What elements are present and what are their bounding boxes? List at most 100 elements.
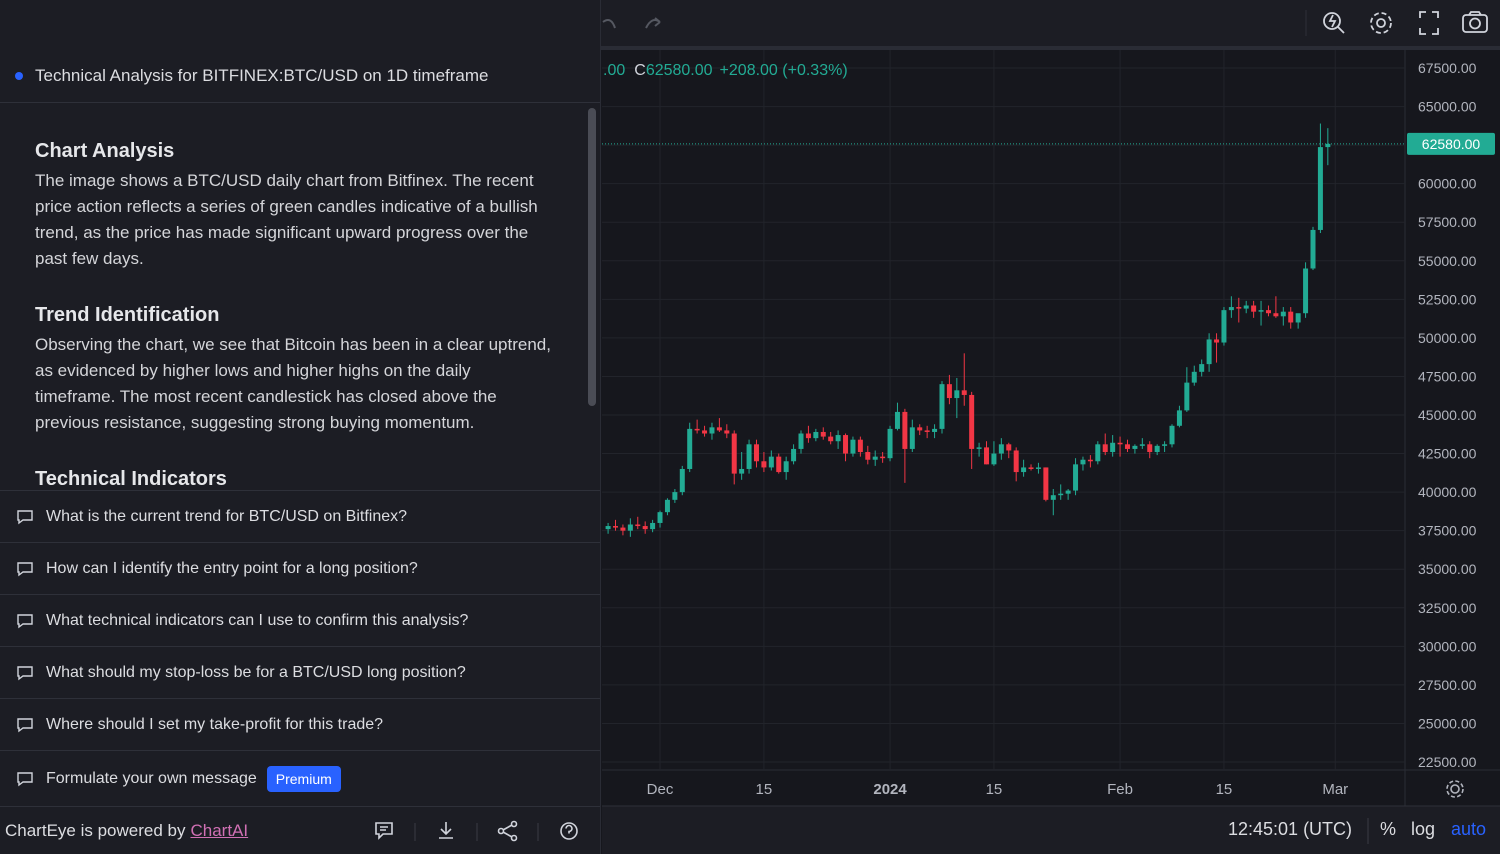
section: Trend Identification Observing the chart,… — [35, 302, 555, 436]
candle-body — [1102, 444, 1108, 453]
candle-body — [924, 430, 930, 432]
percent-toggle[interactable]: % — [1380, 819, 1397, 839]
candle-body — [1110, 442, 1116, 453]
analysis: Chart Analysis The image shows a BTC/USD … — [0, 104, 600, 490]
candle-body — [709, 427, 715, 434]
candle-body — [954, 390, 960, 399]
candle-body — [724, 430, 730, 434]
candle-body — [1095, 444, 1101, 462]
suggestion-text: What is the current trend for BTC/USD on… — [46, 507, 408, 525]
scrollbar[interactable] — [588, 108, 596, 406]
candle-body — [1132, 445, 1138, 449]
candle-body — [1006, 444, 1012, 451]
candle-body — [798, 433, 804, 449]
chart-bg — [600, 0, 1500, 854]
undo-redo[interactable] — [602, 17, 661, 29]
candle-body — [1214, 339, 1220, 343]
legend-close-value: 62580.00 — [645, 62, 713, 79]
header-text: Technical Analysis for BITFINEX:BTC/USD … — [35, 66, 489, 85]
plot: 22500.00 25000.00 27500.00 30000.00 32500.00… — [602, 50, 1495, 798]
legend-change: +208.00 (+0.33%) — [719, 62, 848, 79]
x-tick-label: 15 — [1216, 781, 1233, 798]
candle-body — [887, 428, 893, 459]
premium-badge[interactable]: Premium — [266, 765, 341, 792]
log-toggle[interactable]: log — [1411, 819, 1436, 839]
footer-link[interactable]: ChartAI — [190, 820, 249, 840]
y-tick-label: 37500.00 — [1418, 523, 1477, 539]
chat-icon — [17, 509, 33, 524]
candle-body — [1288, 311, 1294, 323]
candle-body — [946, 384, 952, 399]
candle-body — [716, 427, 722, 431]
candle-body — [1065, 490, 1071, 494]
candle-body — [1162, 444, 1168, 446]
toolbar-icons[interactable] — [1323, 11, 1488, 35]
suggestion[interactable]: How can I identify the entry point for a… — [0, 542, 600, 594]
candle-body — [1191, 371, 1197, 383]
candle-body — [909, 427, 915, 449]
candle-body — [917, 427, 923, 431]
x-tick-label: 15 — [756, 781, 773, 798]
candle-body — [1080, 459, 1086, 465]
candle-body — [1325, 143, 1331, 148]
axis-settings[interactable] — [1446, 780, 1464, 798]
footer-icons[interactable] — [370, 819, 590, 843]
candle-body — [783, 461, 789, 473]
candle-body — [813, 431, 819, 439]
candle-body — [1013, 450, 1019, 473]
y-tick-label: 47500.00 — [1418, 368, 1477, 384]
candle-body — [894, 411, 900, 429]
suggestion[interactable]: What should my stop-loss be for a BTC/US… — [0, 646, 600, 698]
candle-body — [1303, 268, 1309, 314]
section-title: Trend Identification — [35, 304, 220, 326]
x-tick-label: Dec — [647, 781, 674, 798]
candle-body — [642, 526, 648, 530]
chat-icon — [17, 613, 33, 628]
candle-body — [1073, 464, 1079, 491]
candle-body — [1295, 313, 1301, 323]
candle-body — [1139, 444, 1145, 446]
section-body: The image shows a BTC/USD daily chart fr… — [35, 171, 538, 268]
candle-body — [961, 390, 967, 395]
candle-body — [1243, 305, 1249, 309]
y-tick-label: 52500.00 — [1418, 291, 1477, 307]
last-price-label: 62580.00 — [1422, 136, 1481, 152]
status-bar — [602, 806, 1500, 854]
candle-body — [1147, 444, 1153, 453]
y-tick-label: 60000.00 — [1418, 176, 1477, 192]
candle-body — [627, 524, 633, 531]
candle-body — [635, 524, 641, 527]
candle-body — [1043, 467, 1049, 500]
candle-body — [1273, 313, 1279, 317]
candle-body — [613, 526, 619, 528]
candle-body — [1251, 305, 1257, 312]
own-message-text: Formulate your own message — [46, 769, 257, 787]
y-tick-label: 30000.00 — [1418, 638, 1477, 654]
section-body: Observing the chart, we see that Bitcoin… — [35, 335, 551, 432]
candle-body — [1169, 425, 1175, 445]
suggestion[interactable]: What technical indicators can I use to c… — [0, 594, 600, 646]
candle-body — [843, 435, 849, 454]
auto-toggle[interactable]: auto — [1451, 819, 1487, 839]
legend-open-tail: .00 — [603, 62, 626, 79]
candle-body — [880, 456, 886, 459]
candle-body — [1154, 445, 1160, 453]
candle-body — [1265, 310, 1271, 314]
candle-body — [805, 433, 811, 439]
x-tick-label: 15 — [986, 781, 1003, 798]
candle-body — [1236, 307, 1242, 309]
y-tick-label: 57500.00 — [1418, 214, 1477, 230]
candle-body — [865, 452, 871, 460]
candle-body — [1228, 307, 1234, 311]
candle-body — [1028, 467, 1034, 469]
suggestion[interactable]: What is the current trend for BTC/USD on… — [0, 490, 600, 542]
x-tick-label: Feb — [1107, 781, 1133, 798]
section-title: Technical Indicators — [35, 468, 227, 490]
candle-body — [702, 430, 708, 434]
y-tick-label: 40000.00 — [1418, 484, 1477, 500]
own-message[interactable]: Formulate your own message Premium — [0, 750, 600, 806]
suggestion[interactable]: Where should I set my take-profit for th… — [0, 698, 600, 750]
x-tick-label: Mar — [1322, 781, 1348, 798]
candle-body — [1117, 442, 1123, 445]
